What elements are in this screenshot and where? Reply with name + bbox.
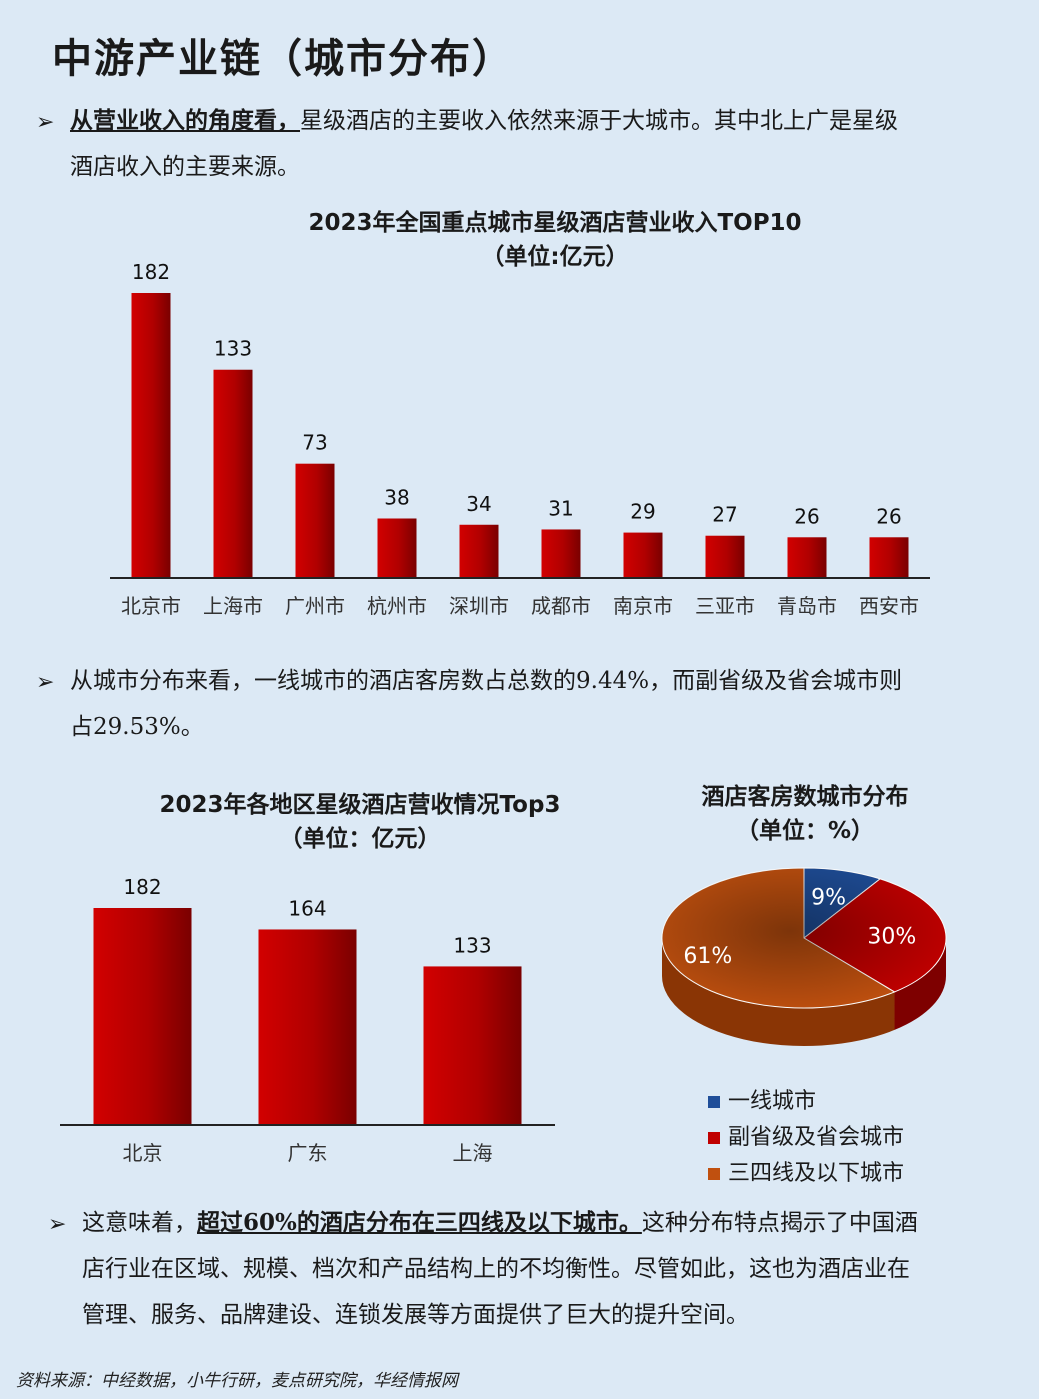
bar-0 xyxy=(93,908,192,1125)
page-title: 中游产业链（城市分布） xyxy=(52,35,514,82)
data-label: 29 xyxy=(630,500,655,524)
data-label: 133 xyxy=(453,933,491,957)
bullet-arrow-icon: ➢ xyxy=(48,1212,67,1237)
pie-slice-side xyxy=(894,938,946,1030)
data-label: 31 xyxy=(548,496,573,520)
top10-revenue-bar-chart: 182 北京市 133 上海市 73 广州市 38 杭州市 34 深圳市 31 成都市 29 南京市 27 三… xyxy=(110,260,930,618)
pie-value-label: 61% xyxy=(683,944,732,969)
legend-swatch xyxy=(708,1132,720,1144)
pie-value-label: 9% xyxy=(811,885,846,910)
category-label: 广东 xyxy=(288,1141,328,1165)
bar-2 xyxy=(295,463,335,578)
legend-item-tier2: 副省级及省会城市 xyxy=(708,1120,904,1156)
category-label: 上海 xyxy=(453,1141,493,1165)
category-label: 三亚市 xyxy=(695,594,755,618)
data-label: 182 xyxy=(123,875,161,899)
data-label: 164 xyxy=(288,896,326,920)
top3-region-bar-chart: 182 北京 164 广东 133 上海 xyxy=(60,875,555,1165)
pie-value-label: 30% xyxy=(867,924,916,949)
category-label: 深圳市 xyxy=(449,594,509,618)
category-label: 北京 xyxy=(123,1141,163,1165)
paragraph-distribution: 从城市分布来看，一线城市的酒店客房数占总数的9.44%，而副省级及省会城市则 占… xyxy=(70,668,903,740)
bar-2 xyxy=(423,966,522,1125)
paragraph-conclusion: 这意味着，超过60%的酒店分布在三四线及以下城市。这种分布特点揭示了中国酒 店行… xyxy=(82,1209,918,1328)
bullet-arrow-icon: ➢ xyxy=(36,110,55,135)
bar-6 xyxy=(623,532,663,578)
source-note: 资料来源：中经数据，小牛行研，麦点研究院，华经情报网 xyxy=(16,1371,458,1391)
data-label: 26 xyxy=(794,504,819,528)
pie-legend: 一线城市 副省级及省会城市 三四线及以下城市 xyxy=(708,1084,904,1192)
data-label: 27 xyxy=(712,503,737,527)
bar-3 xyxy=(377,518,417,578)
chart2-title: 2023年各地区星级酒店营收情况Top3 （单位：亿元） xyxy=(159,792,561,852)
paragraph-highlight: 从营业收入的角度看， xyxy=(70,107,300,134)
category-label: 广州市 xyxy=(285,594,345,618)
bar-1 xyxy=(213,369,253,578)
data-label: 34 xyxy=(466,492,491,516)
bar-5 xyxy=(541,529,581,578)
data-label: 73 xyxy=(302,431,327,455)
bar-1 xyxy=(258,929,357,1125)
category-label: 北京市 xyxy=(121,594,181,618)
pie-shading xyxy=(662,868,946,1008)
category-label: 西安市 xyxy=(859,594,919,618)
paragraph-highlight: 超过60%的酒店分布在三四线及以下城市。 xyxy=(197,1209,642,1236)
legend-item-tier1: 一线城市 xyxy=(708,1084,904,1120)
chart3-title: 酒店客房数城市分布 （单位：%） xyxy=(701,784,909,844)
bar-7 xyxy=(705,535,745,578)
data-label: 133 xyxy=(214,337,252,361)
chart1-title: 2023年全国重点城市星级酒店营业收入TOP10 （单位:亿元） xyxy=(308,210,802,270)
bar-8 xyxy=(787,537,827,578)
legend-swatch xyxy=(708,1096,720,1108)
bar-0 xyxy=(131,293,171,578)
legend-item-tier3: 三四线及以下城市 xyxy=(708,1156,904,1192)
bullet-arrow-icon: ➢ xyxy=(36,670,55,695)
bar-4 xyxy=(459,524,499,578)
category-label: 成都市 xyxy=(531,594,591,618)
legend-swatch xyxy=(708,1168,720,1180)
category-label: 南京市 xyxy=(613,594,673,618)
data-label: 26 xyxy=(876,504,901,528)
bar-9 xyxy=(869,537,909,578)
category-label: 青岛市 xyxy=(777,594,837,618)
data-label: 38 xyxy=(384,485,409,509)
pie-slice-side xyxy=(662,938,895,1046)
room-distribution-pie-chart: 9% 30% 61% xyxy=(661,867,947,1046)
category-label: 杭州市 xyxy=(367,594,427,618)
category-label: 上海市 xyxy=(203,594,263,618)
data-label: 182 xyxy=(132,260,170,284)
paragraph-revenue: 从营业收入的角度看，星级酒店的主要收入依然来源于大城市。其中北上广是星级 酒店收… xyxy=(70,107,898,180)
